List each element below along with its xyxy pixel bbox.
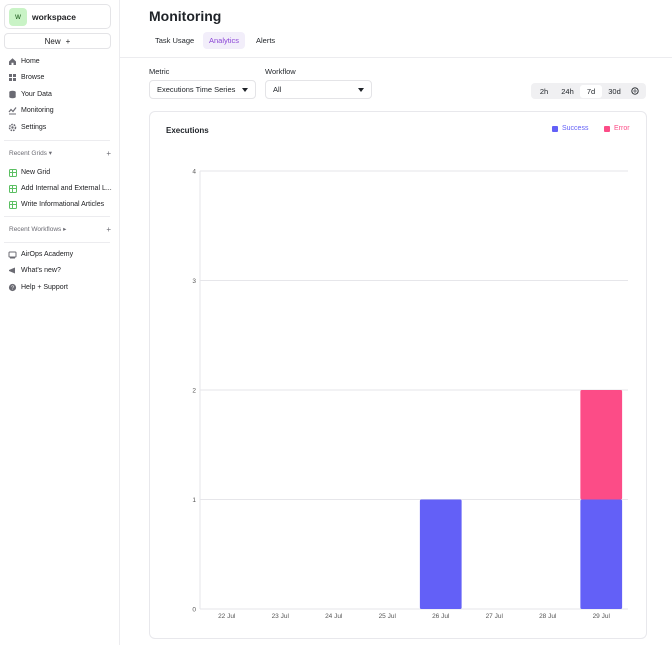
- nav-item-whats-new[interactable]: What's new?: [4, 263, 112, 278]
- grid-item[interactable]: Write Informational Articles: [4, 197, 112, 212]
- x-tick-label: 27 Jul: [486, 613, 504, 620]
- tab-alerts[interactable]: Alerts: [256, 36, 276, 45]
- x-tick-label: 24 Jul: [325, 613, 343, 620]
- range-30d[interactable]: 30d: [608, 86, 621, 96]
- y-tick-label: 0: [192, 607, 196, 614]
- workspace-switcher[interactable]: w workspace: [4, 4, 111, 29]
- caret-down-icon: [358, 87, 364, 92]
- legend-label: Error: [614, 125, 630, 132]
- recent-workflows-header[interactable]: Recent Workflows ▸ +: [9, 223, 111, 235]
- nav-item-help-support[interactable]: ? Help + Support: [4, 280, 112, 295]
- recent-grids-header[interactable]: Recent Grids ▾ +: [9, 147, 111, 159]
- bar-success-29-jul: [580, 499, 623, 609]
- megaphone-icon: [8, 266, 17, 275]
- x-tick-label: 25 Jul: [379, 613, 397, 620]
- caret-down-icon: [242, 87, 248, 92]
- nav-item-label: Home: [21, 58, 40, 65]
- legend-swatch: [552, 125, 558, 132]
- nav-item-label: What's new?: [21, 267, 61, 274]
- grid-item[interactable]: New Grid: [4, 165, 112, 180]
- bar-error-29-jul: [580, 390, 623, 500]
- executions-chart: 0 1 2 3 4 22 Jul 23 Jul 24 Jul 25 Jul 26 Jul 27 Ju…: [192, 169, 628, 620]
- divider: [4, 140, 110, 141]
- tab-analytics[interactable]: Analytics: [203, 32, 246, 49]
- nav-item-label: Browse: [21, 74, 45, 81]
- x-tick-label: 23 Jul: [272, 613, 290, 620]
- add-workflow-icon[interactable]: +: [106, 224, 111, 234]
- x-tick-label: 26 Jul: [432, 613, 450, 620]
- legend-label: Success: [562, 125, 589, 132]
- bar-success-26-jul: [419, 499, 462, 609]
- range-24h[interactable]: 24h: [561, 86, 574, 96]
- new-button[interactable]: New +: [4, 33, 111, 49]
- x-tick-label: 28 Jul: [539, 613, 557, 620]
- nav-item-label: Help + Support: [21, 284, 68, 291]
- workspace-avatar: w: [9, 7, 27, 26]
- grid-item-label: Add Internal and External L...: [21, 185, 112, 192]
- workflow-select[interactable]: All: [265, 80, 372, 99]
- metric-value: Executions Time Series: [157, 85, 236, 94]
- recent-workflows-toggle[interactable]: Recent Workflows ▸: [9, 225, 66, 233]
- nav-item-home[interactable]: Home: [4, 54, 112, 69]
- grid-icon: [8, 200, 17, 209]
- header-divider: [120, 57, 672, 58]
- add-grid-icon[interactable]: +: [106, 148, 111, 158]
- divider: [4, 242, 110, 243]
- new-button-label: New: [44, 36, 61, 46]
- database-icon: [8, 90, 17, 99]
- nav-item-settings[interactable]: Settings: [4, 120, 112, 135]
- chart-title: Executions: [166, 126, 209, 135]
- plus-icon: +: [65, 36, 71, 46]
- nav-item-label: Monitoring: [21, 107, 54, 114]
- y-tick-label: 1: [192, 497, 196, 504]
- grid-icon: [8, 168, 17, 177]
- x-tick-label: 22 Jul: [218, 613, 236, 620]
- grid-icon: [8, 184, 17, 193]
- workspace-name: workspace: [32, 11, 76, 22]
- monitor-icon: [8, 106, 17, 115]
- nav-item-browse[interactable]: Browse: [4, 70, 112, 85]
- calendar-icon[interactable]: [627, 85, 642, 98]
- nav-item-label: Your Data: [21, 91, 52, 98]
- help-icon: ?: [8, 283, 17, 292]
- chevron-down-icon: ▾: [48, 150, 53, 157]
- metric-label: Metric: [149, 67, 170, 76]
- y-tick-label: 4: [192, 169, 196, 176]
- nav-item-label: AirOps Academy: [21, 251, 74, 258]
- gear-icon: [8, 123, 17, 132]
- home-icon: [8, 57, 17, 66]
- nav-item-airops-academy[interactable]: AirOps Academy: [4, 247, 112, 262]
- range-7d[interactable]: 7d: [580, 84, 602, 98]
- chart-card: Executions Success Error 0 1 2 3 4 22 Jul 23 J…: [149, 111, 647, 639]
- nav-item-monitoring[interactable]: Monitoring: [4, 103, 112, 118]
- grid-icon: [8, 73, 17, 82]
- tab-task-usage[interactable]: Task Usage: [155, 36, 195, 45]
- x-tick-label: 29 Jul: [593, 613, 611, 620]
- book-icon: [8, 250, 17, 259]
- sidebar: w workspace New + Home Browse Your Data …: [0, 0, 120, 645]
- y-tick-label: 3: [192, 278, 196, 285]
- recent-workflows-label: Recent Workflows: [9, 226, 62, 233]
- nav-item-your-data[interactable]: Your Data: [4, 87, 112, 102]
- y-tick-label: 2: [192, 388, 196, 395]
- chevron-right-icon: ▸: [63, 226, 67, 233]
- grid-item[interactable]: Add Internal and External L...: [4, 181, 112, 196]
- nav-item-label: Settings: [21, 124, 47, 131]
- page-title: Monitoring: [149, 8, 222, 24]
- legend-item-success[interactable]: Success: [552, 125, 588, 132]
- legend-item-error[interactable]: Error: [604, 125, 630, 132]
- workflow-label: Workflow: [265, 67, 296, 76]
- metric-select[interactable]: Executions Time Series: [149, 80, 256, 99]
- workflow-value: All: [273, 85, 282, 94]
- range-2h[interactable]: 2h: [539, 86, 549, 96]
- svg-text:?: ?: [11, 285, 14, 291]
- time-range-selector: 2h 24h 7d 30d: [531, 83, 646, 99]
- grid-item-label: New Grid: [21, 169, 51, 176]
- legend-swatch: [604, 125, 610, 132]
- recent-grids-label: Recent Grids: [9, 150, 47, 157]
- divider: [4, 216, 110, 217]
- recent-grids-toggle[interactable]: Recent Grids ▾: [9, 149, 52, 157]
- grid-item-label: Write Informational Articles: [21, 201, 105, 208]
